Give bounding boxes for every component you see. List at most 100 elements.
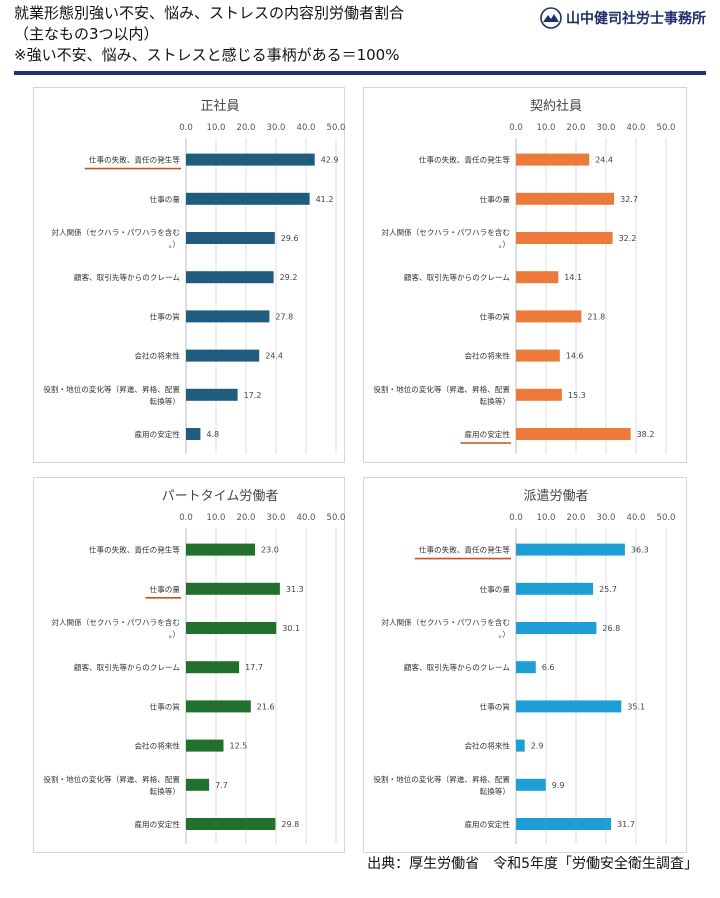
category-label: 顧客、取引先等からのクレーム — [74, 272, 180, 282]
bar-value-label: 17.2 — [244, 391, 262, 400]
category-label: 転換等） — [150, 396, 180, 406]
bar — [186, 700, 251, 713]
chart-title: 派遣労働者 — [523, 489, 588, 504]
bar — [186, 192, 310, 205]
bar — [186, 543, 255, 556]
category-label: 役割・地位の変化等（昇進、昇格、配置 — [373, 384, 510, 394]
category-label: 仕事の失敗、責任の発生等 — [419, 545, 511, 555]
chart-title: パートタイム労働者 — [162, 489, 279, 504]
bar-value-label: 29.8 — [281, 820, 299, 829]
bar-value-label: 42.9 — [321, 156, 339, 165]
bar-value-label: 29.2 — [280, 273, 298, 282]
bar — [516, 349, 560, 362]
bar — [516, 700, 622, 713]
category-label: 仕事の失敗、責任の発生等 — [419, 155, 511, 165]
bar-value-label: 2.9 — [531, 742, 544, 751]
bar — [186, 388, 238, 401]
category-label: 雇用の安定性 — [134, 819, 180, 829]
category-label: 仕事の質 — [480, 311, 511, 321]
bar — [516, 428, 631, 440]
x-tick-label: 20.0 — [237, 123, 256, 133]
x-tick-label: 50.0 — [327, 513, 346, 523]
category-label: 対人関係（セクハラ・パワハラを含む — [381, 617, 510, 627]
category-label: 雇用の安定性 — [464, 429, 510, 439]
x-tick-label: 30.0 — [267, 123, 286, 133]
bar-value-label: 30.1 — [282, 624, 300, 633]
category-label: 会社の将来性 — [134, 741, 180, 751]
category-label: 仕事の質 — [150, 311, 181, 321]
chart-panel-part: パートタイム労働者 0.0 10.0 20.0 30.0 40.0 50.0 仕事の失敗、責任… — [33, 477, 345, 853]
bar — [516, 310, 582, 323]
page-note: ※強い不安、悩み、ストレスと感じる事柄がある＝100% — [14, 46, 400, 64]
bar — [516, 271, 559, 284]
chart-panel-haken: 派遣労働者 0.0 10.0 20.0 30.0 40.0 50.0 仕事の失敗、責任の発生等… — [363, 477, 687, 853]
x-tick-label: 0.0 — [179, 123, 193, 133]
bar — [186, 349, 260, 362]
bar-value-label: 24.4 — [265, 352, 283, 361]
source-note: 出典：厚生労働省 令和5年度「労働安全衛生調査」 — [367, 856, 698, 872]
x-tick-label: 50.0 — [657, 123, 676, 133]
category-label: 対人関係（セクハラ・パワハラを含む — [381, 227, 510, 237]
category-label: 会社の将来性 — [134, 351, 180, 361]
category-label: 仕事の量 — [150, 194, 181, 204]
category-label: 。） — [169, 240, 180, 249]
bar-value-label: 31.3 — [286, 585, 304, 594]
bar — [516, 622, 597, 634]
bar-value-label: 32.7 — [620, 195, 638, 204]
bar — [516, 739, 525, 752]
chart-keiyaku: 契約社員 0.0 10.0 20.0 30.0 40.0 50.0 仕事の失敗、責任の発生等 2… — [373, 98, 676, 454]
x-tick-label: 20.0 — [567, 513, 586, 523]
bar — [516, 388, 562, 401]
category-label: 役割・地位の変化等（昇進、昇格、配置 — [373, 774, 510, 784]
chart-panel-keiyaku: 契約社員 0.0 10.0 20.0 30.0 40.0 50.0 仕事の失敗、責任の発生等 2… — [363, 87, 687, 463]
x-tick-label: 10.0 — [537, 123, 556, 133]
bar — [186, 622, 277, 634]
category-label: 会社の将来性 — [464, 351, 510, 361]
x-tick-label: 0.0 — [509, 123, 523, 133]
bar-value-label: 24.4 — [595, 156, 613, 165]
x-tick-label: 0.0 — [509, 513, 523, 523]
category-label: 転換等） — [150, 786, 180, 796]
category-label: 仕事の量 — [480, 584, 511, 594]
category-label: 顧客、取引先等からのクレーム — [74, 662, 180, 672]
bar-value-label: 25.7 — [599, 585, 617, 594]
header: 就業形態別強い不安、悩み、ストレスの内容別労働者割合 （主なもの3つ以内） ※強… — [0, 0, 720, 75]
category-label: 仕事の失敗、責任の発生等 — [89, 155, 181, 165]
bar — [186, 232, 275, 244]
x-tick-label: 0.0 — [179, 513, 193, 523]
x-tick-label: 30.0 — [597, 513, 616, 523]
category-label: 対人関係（セクハラ・パワハラを含む — [51, 617, 180, 627]
bar-value-label: 23.0 — [261, 546, 279, 555]
bar — [186, 428, 201, 440]
category-label: 役割・地位の変化等（昇進、昇格、配置 — [43, 384, 180, 394]
page-subtitle: （主なもの3つ以内） — [14, 25, 159, 43]
bar — [186, 271, 274, 284]
x-tick-label: 40.0 — [297, 513, 316, 523]
bar-value-label: 27.8 — [275, 312, 293, 321]
category-label: 。） — [499, 630, 510, 639]
bar — [516, 543, 625, 556]
chart-panel-seishain: 正社員 0.0 10.0 20.0 30.0 40.0 50.0 仕事の失敗、責任の発生等 42… — [33, 87, 345, 463]
bar-value-label: 14.6 — [566, 352, 584, 361]
x-tick-label: 10.0 — [537, 513, 556, 523]
category-label: 仕事の質 — [150, 701, 181, 711]
x-tick-label: 40.0 — [297, 123, 316, 133]
chart-title: 契約社員 — [530, 98, 582, 114]
bar-value-label: 15.3 — [568, 391, 586, 400]
bar — [516, 192, 615, 205]
category-label: 仕事の失敗、責任の発生等 — [89, 545, 181, 555]
bar-value-label: 21.6 — [257, 702, 275, 711]
bar-value-label: 12.5 — [230, 742, 248, 751]
bar-value-label: 41.2 — [316, 195, 334, 204]
bar — [516, 778, 546, 791]
bar — [516, 582, 594, 595]
bar-value-label: 6.6 — [542, 663, 555, 672]
x-tick-label: 20.0 — [567, 123, 586, 133]
bar-value-label: 36.3 — [631, 546, 649, 555]
bar-value-label: 17.7 — [245, 663, 263, 672]
chart-part: パートタイム労働者 0.0 10.0 20.0 30.0 40.0 50.0 仕事の失敗、責任… — [43, 489, 346, 844]
category-label: 顧客、取引先等からのクレーム — [404, 662, 510, 672]
bar-value-label: 21.8 — [587, 312, 605, 321]
category-label: 雇用の安定性 — [464, 819, 510, 829]
